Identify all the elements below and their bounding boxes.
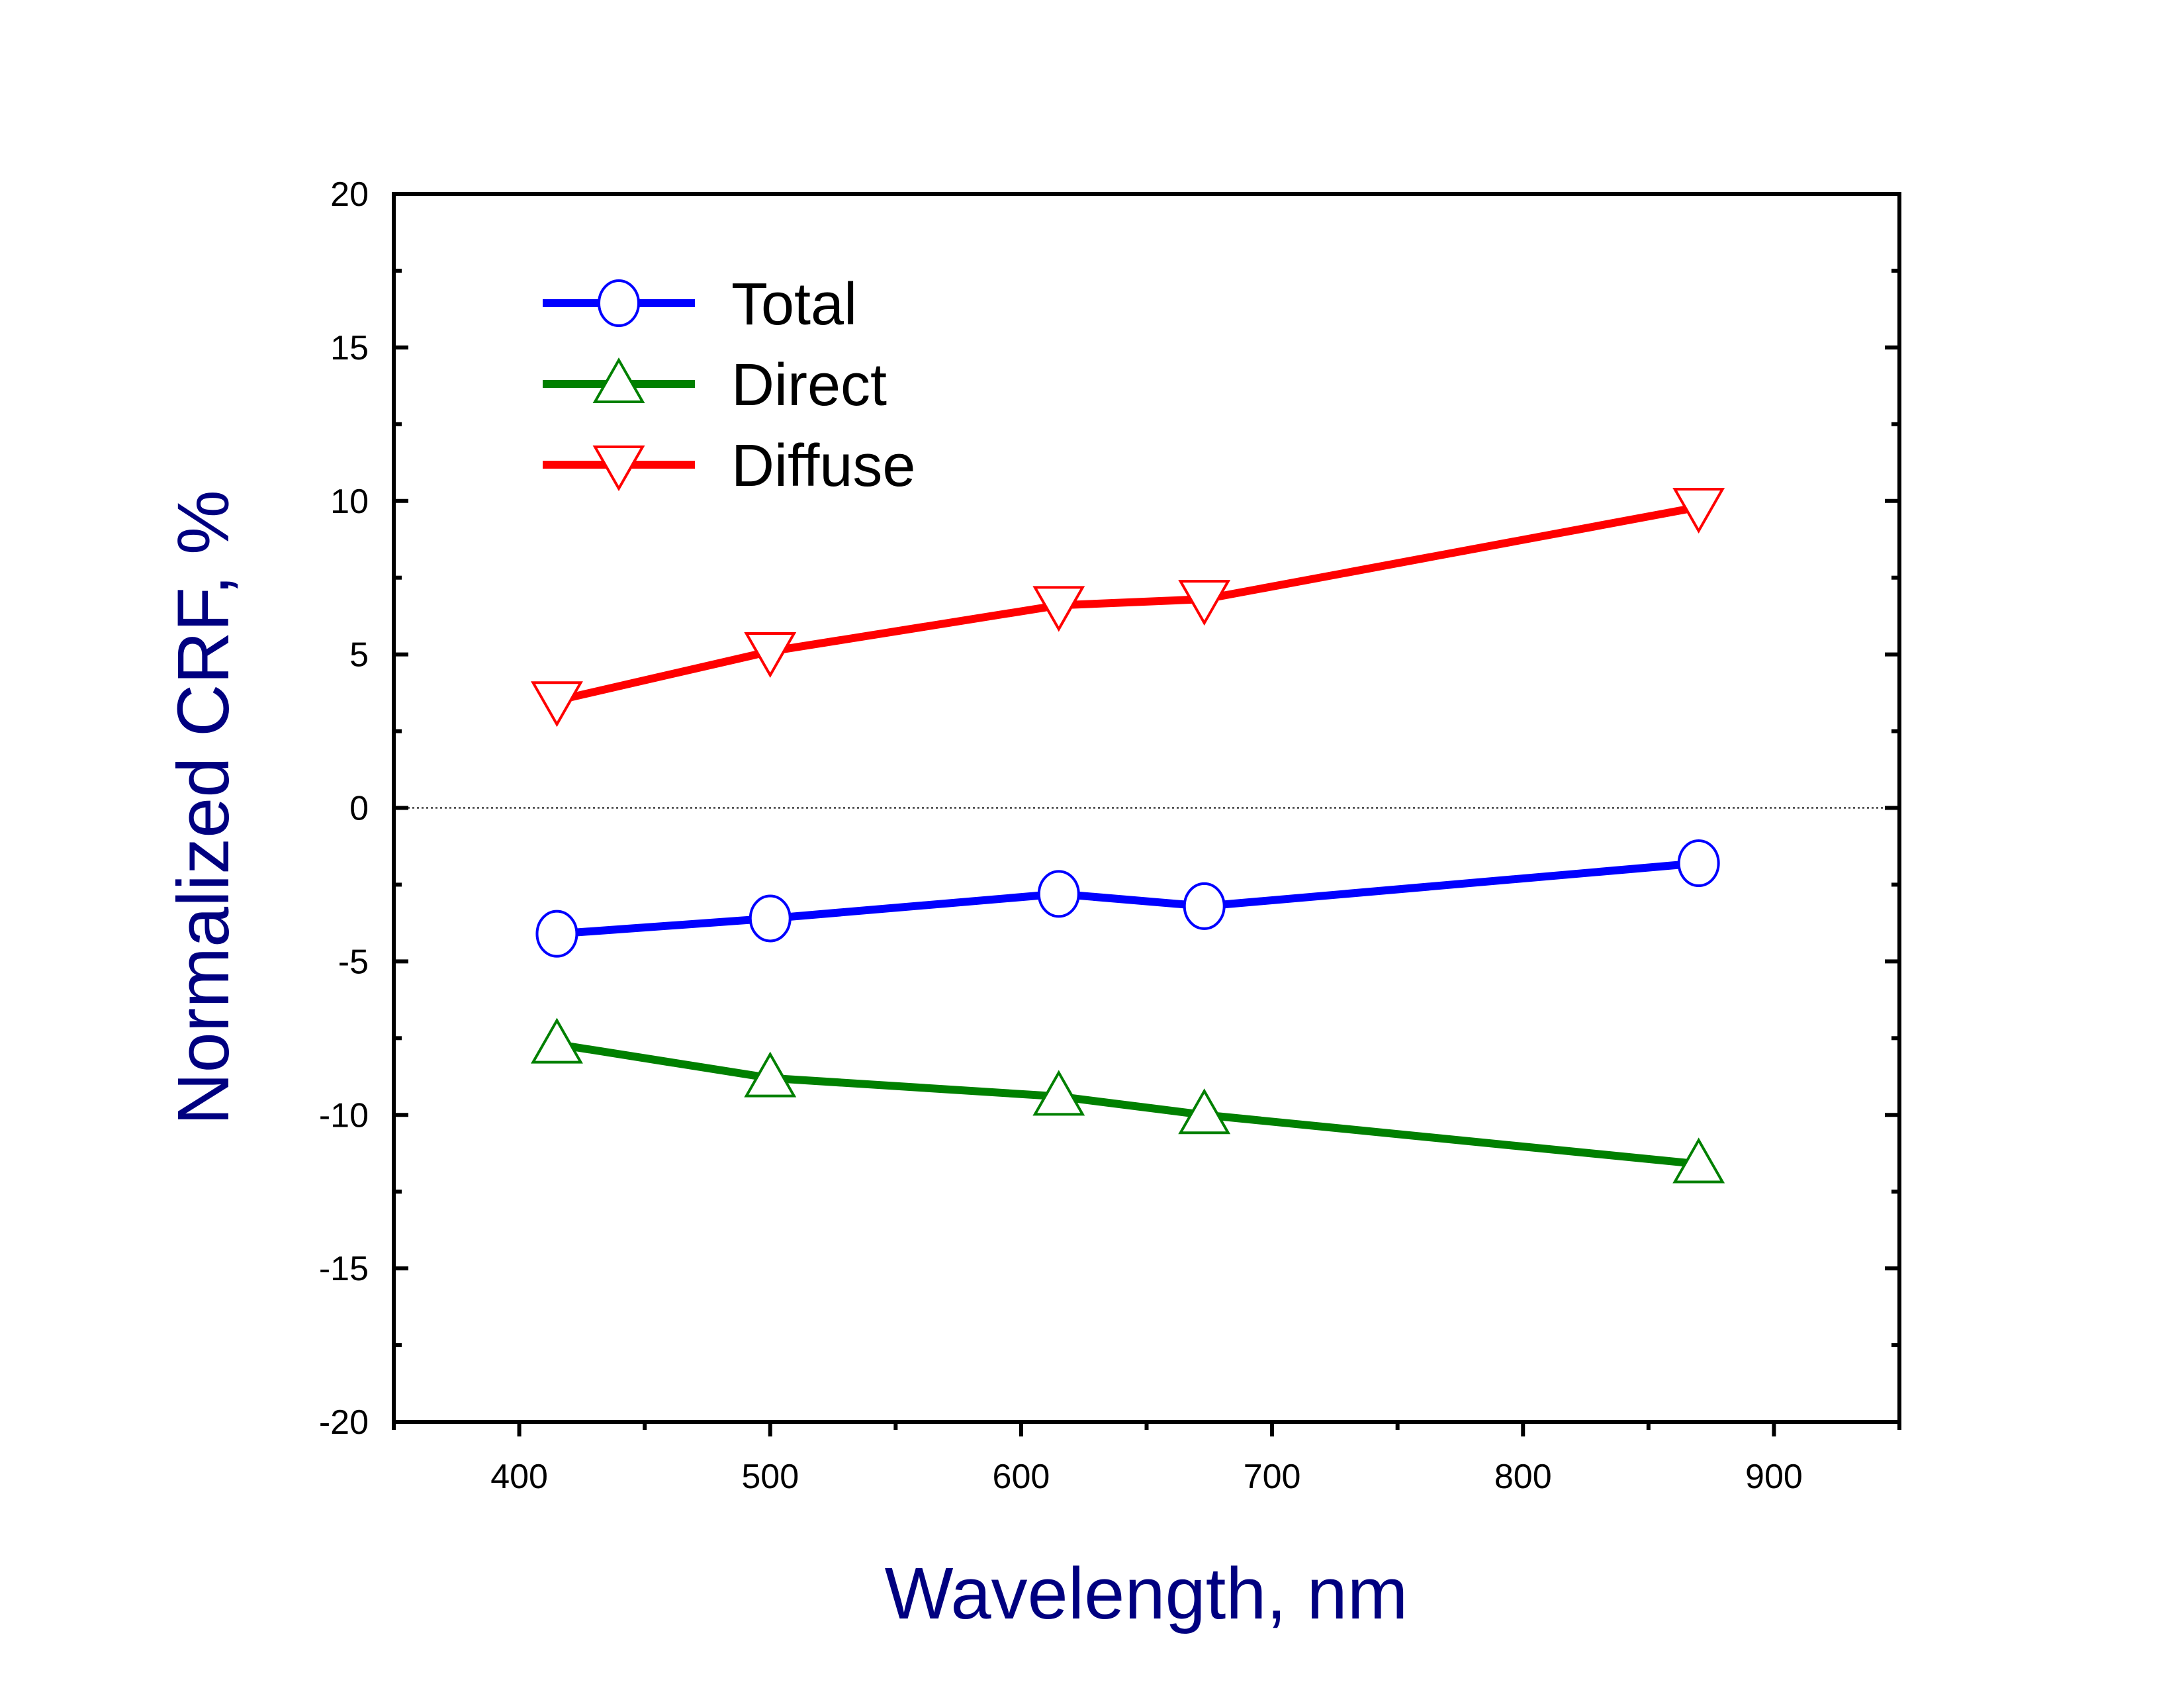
legend-item-direct: Direct (543, 352, 887, 418)
legend-label: Direct (731, 352, 887, 418)
data-point-direct (1672, 1137, 1725, 1184)
series-direct (531, 1017, 1725, 1184)
legend-label: Diffuse (731, 433, 915, 499)
legend-item-total: Total (543, 271, 857, 338)
legend: Total Direct Diffuse (543, 271, 915, 499)
y-tick-label: -10 (319, 1096, 369, 1135)
y-tick-label: -15 (319, 1250, 369, 1288)
x-tick-label: 700 (1244, 1458, 1301, 1496)
data-point-direct (531, 1017, 583, 1064)
data-point-total (749, 894, 792, 943)
series-diffuse (531, 488, 1725, 727)
data-point-total (1037, 870, 1080, 918)
y-tick-label: -5 (338, 943, 369, 981)
legend-marker (592, 445, 645, 492)
data-point-diffuse (744, 632, 797, 679)
y-tick-label: 20 (330, 175, 369, 214)
legend-label: Total (731, 271, 857, 338)
data-point-total (1183, 882, 1226, 930)
legend-item-diffuse: Diffuse (543, 433, 915, 499)
y-tick-label: 0 (349, 790, 369, 828)
y-axis-title: Normalized CRF, % (163, 490, 244, 1125)
legend-marker (598, 279, 640, 327)
data-point-total (535, 910, 578, 958)
series-total (535, 839, 1720, 958)
y-tick-label: 5 (349, 636, 369, 675)
legend-marker (592, 357, 645, 403)
series-line-diffuse (556, 503, 1700, 705)
x-axis-title: Wavelength, nm (885, 1553, 1408, 1634)
series-layer (531, 488, 1725, 1184)
axis-ticks: 20 15 10 5 0 -5 -10 -15 -20 400 500 600 700 800 900 (319, 175, 1901, 1496)
data-point-diffuse (1672, 488, 1725, 534)
x-tick-label: 500 (741, 1458, 799, 1496)
series-line-direct (556, 1040, 1700, 1168)
y-tick-label: 15 (330, 329, 369, 367)
data-point-direct (1032, 1070, 1085, 1116)
series-line-total (557, 859, 1700, 938)
data-point-diffuse (1178, 580, 1231, 626)
data-point-diffuse (531, 681, 583, 727)
x-tick-label: 600 (993, 1458, 1050, 1496)
data-point-total (1677, 839, 1720, 887)
x-tick-label: 400 (490, 1458, 548, 1496)
y-tick-label: 10 (330, 483, 369, 521)
y-tick-label: -20 (319, 1403, 369, 1442)
x-tick-label: 900 (1745, 1458, 1803, 1496)
x-tick-label: 800 (1494, 1458, 1552, 1496)
data-point-diffuse (1032, 586, 1085, 632)
data-point-direct (744, 1051, 797, 1098)
data-point-direct (1178, 1088, 1231, 1135)
